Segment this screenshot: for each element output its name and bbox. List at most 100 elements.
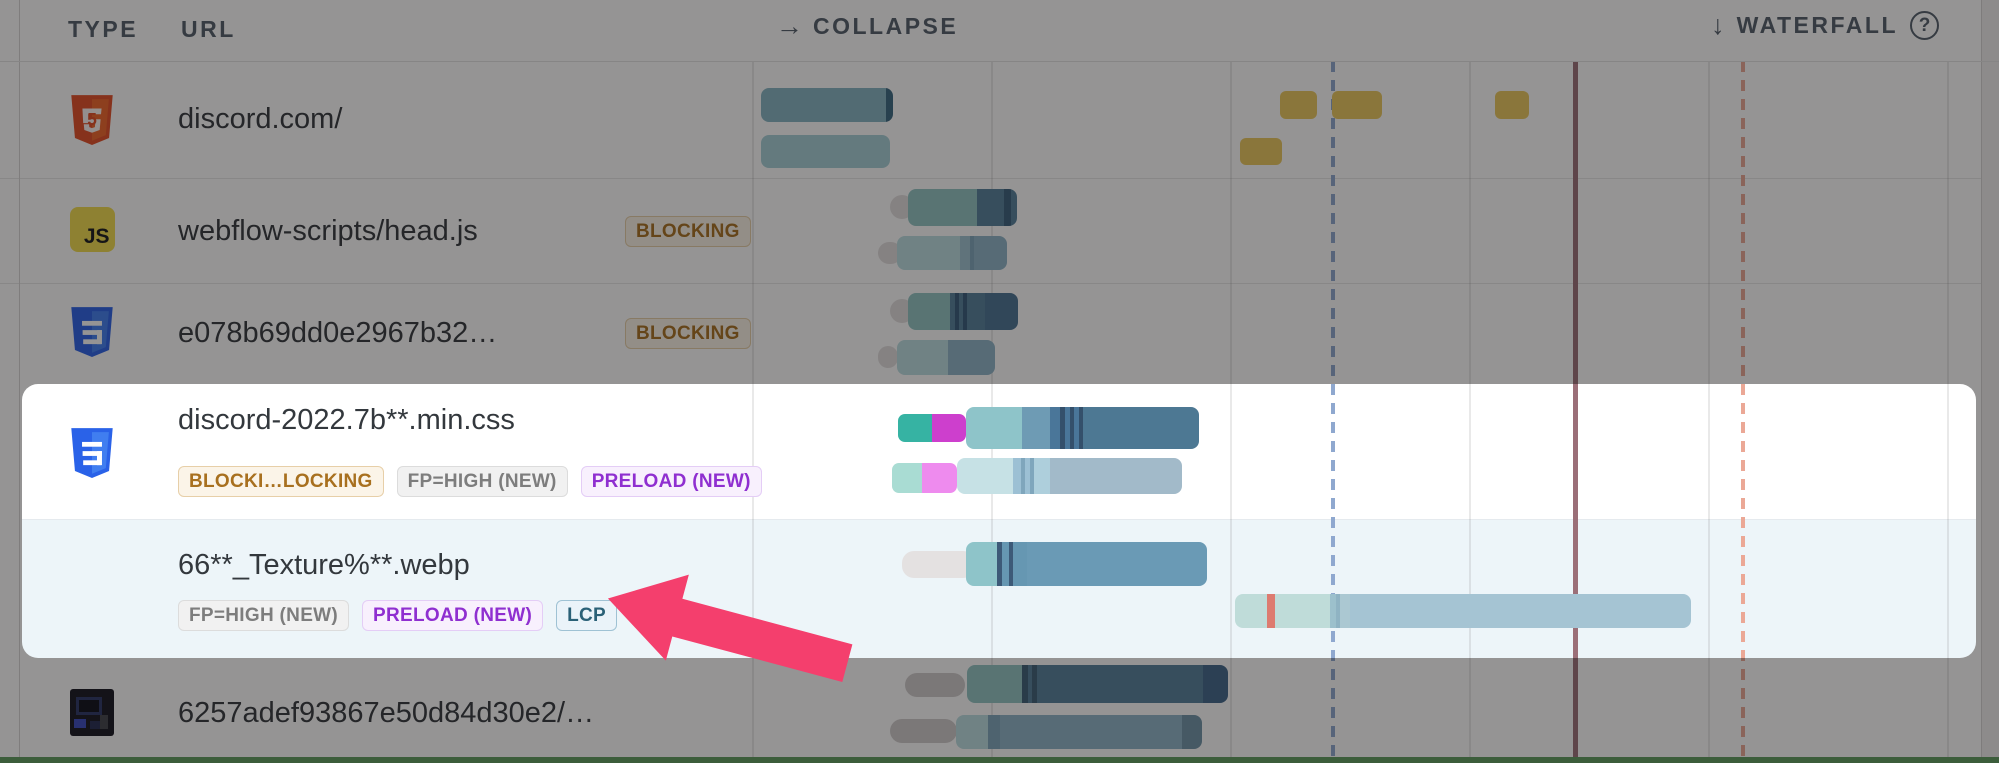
help-icon[interactable]: ? <box>1910 11 1939 40</box>
event-line-blue-dashed <box>1331 61 1335 763</box>
bar-segment <box>997 542 1002 586</box>
waterfall-bar[interactable] <box>897 236 1007 270</box>
request-url[interactable]: e078b69dd0e2967b32… <box>178 317 498 349</box>
bar-segment <box>1350 594 1691 628</box>
panel-left-border <box>19 0 20 763</box>
bar-segment <box>1074 407 1079 449</box>
bar-segment <box>1050 458 1182 494</box>
event-line-orange-dashed <box>1741 61 1745 763</box>
bar-segment <box>761 88 886 122</box>
waterfall-bar[interactable] <box>890 719 957 743</box>
bar-segment <box>1340 594 1350 628</box>
bar-segment <box>1083 407 1199 449</box>
column-header-url: URL <box>181 16 236 42</box>
waterfall-bar[interactable] <box>897 340 995 375</box>
waterfall-bar[interactable] <box>966 407 1199 449</box>
waterfall-gridline <box>1469 61 1471 763</box>
bar-segment <box>985 293 1018 330</box>
request-url[interactable]: discord.com/ <box>178 103 343 135</box>
bar-segment <box>1011 189 1017 226</box>
waterfall-bar[interactable] <box>905 673 965 697</box>
waterfall-bar[interactable] <box>892 463 957 493</box>
badge-neutral: FP=HIGH (NEW) <box>178 600 350 631</box>
request-url[interactable]: webflow-scripts/head.js <box>178 215 478 247</box>
waterfall-gridline <box>1708 61 1710 763</box>
badge-lcp: LCP <box>556 600 618 631</box>
bar-segment <box>908 293 950 330</box>
waterfall-bar[interactable] <box>957 458 1182 494</box>
table-header: TYPE URL → COLLAPSE ↓ WATERFALL ? <box>0 0 1999 62</box>
bar-segment <box>897 340 948 375</box>
waterfall-bar[interactable] <box>967 665 1228 703</box>
waterfall-bar[interactable] <box>908 293 1018 330</box>
bar-segment <box>1027 542 1207 586</box>
request-url[interactable]: 66**_Texture%**.webp <box>178 549 470 581</box>
waterfall-bar[interactable] <box>1235 594 1691 628</box>
highlighted-row-background <box>22 520 1976 658</box>
bar-segment <box>956 715 988 749</box>
request-url[interactable]: 6257adef93867e50d84d30e2/… <box>178 697 595 729</box>
bar-segment <box>1235 594 1267 628</box>
bar-segment <box>1050 407 1060 449</box>
badge-blocking: BLOCKING <box>625 216 751 247</box>
bar-segment <box>1022 407 1050 449</box>
bar-segment <box>1021 458 1025 494</box>
waterfall-bar[interactable] <box>966 542 1207 586</box>
bar-segment <box>1000 715 1182 749</box>
bottom-paint-marker-strip <box>0 757 1999 763</box>
type-icon-cell: 5 <box>68 95 116 147</box>
waterfall-bar[interactable] <box>761 135 890 168</box>
waterfall-bar[interactable] <box>1280 91 1317 119</box>
waterfall-bar[interactable] <box>878 346 898 368</box>
css-icon <box>71 428 113 478</box>
bar-segment <box>1025 458 1030 494</box>
bar-segment <box>908 189 977 226</box>
waterfall-bar[interactable] <box>908 189 1017 226</box>
bar-segment <box>890 719 957 743</box>
bar-segment <box>1034 458 1050 494</box>
bar-segment <box>878 346 898 368</box>
bar-segment <box>963 293 967 330</box>
badge-row: BLOCKI…LOCKING FP=HIGH (NEW) PRELOAD (NEW) <box>178 466 762 497</box>
bar-segment <box>967 665 1022 703</box>
bar-segment <box>967 293 985 330</box>
bar-segment <box>1203 665 1228 703</box>
css-icon <box>71 307 113 357</box>
bar-segment <box>922 463 957 493</box>
bar-segment <box>898 414 932 442</box>
waterfall-bar[interactable] <box>1240 138 1282 165</box>
sort-down-icon: ↓ <box>1711 10 1725 40</box>
panel-right-edge <box>1981 0 1999 763</box>
bar-segment <box>950 293 955 330</box>
waterfall-gridline <box>1230 61 1232 763</box>
request-url[interactable]: discord-2022.7b**.min.css <box>178 404 515 436</box>
bar-segment <box>970 236 974 270</box>
type-icon-cell <box>68 428 116 480</box>
badge-preload: PRELOAD (NEW) <box>362 600 544 631</box>
event-line-maroon-solid <box>1573 61 1578 763</box>
waterfall-bar[interactable] <box>1495 91 1529 119</box>
bar-segment <box>988 715 1000 749</box>
bar-segment <box>1332 91 1382 119</box>
bar-segment <box>1030 458 1034 494</box>
bar-segment <box>1495 91 1529 119</box>
waterfall-bar[interactable] <box>878 242 902 264</box>
waterfall-bar[interactable] <box>956 715 1202 749</box>
waterfall-bar[interactable] <box>902 551 975 578</box>
row-divider <box>22 519 1976 520</box>
bar-segment <box>1037 665 1203 703</box>
collapse-label: COLLAPSE <box>813 13 959 39</box>
bar-segment <box>974 236 1007 270</box>
waterfall-bar[interactable] <box>1332 91 1382 119</box>
type-icon-cell <box>68 307 116 359</box>
collapse-button[interactable]: → COLLAPSE <box>776 13 958 40</box>
waterfall-bar[interactable] <box>898 414 966 442</box>
bar-segment <box>1240 138 1282 165</box>
bar-segment <box>1336 594 1340 628</box>
bar-segment <box>959 293 963 330</box>
html5-icon: 5 <box>71 95 113 145</box>
type-icon-cell: JS <box>68 203 116 255</box>
waterfall-bar[interactable] <box>761 88 893 122</box>
waterfall-gridline <box>752 61 754 763</box>
